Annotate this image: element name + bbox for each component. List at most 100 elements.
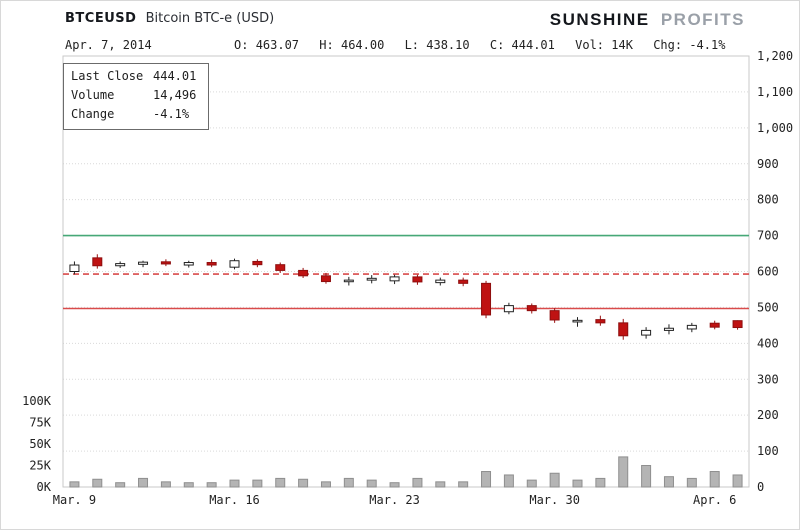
price-tick-label: 300 — [757, 372, 779, 386]
volume-bar — [229, 479, 240, 488]
date-tick-label: Mar. 9 — [53, 493, 96, 507]
volume-bar — [435, 481, 446, 488]
volume-bar — [343, 477, 354, 488]
volume-bar — [526, 479, 537, 488]
volume-tick-label: 100K — [22, 394, 52, 408]
candle-down — [275, 264, 286, 271]
last-close-value: 444.01 — [153, 69, 197, 83]
candle-up — [435, 279, 446, 284]
candle-up — [503, 305, 514, 313]
volume-bar — [69, 481, 80, 488]
volume-bar — [320, 481, 331, 488]
date-tick-label: Mar. 16 — [209, 493, 260, 507]
date-tick-label: Mar. 23 — [369, 493, 420, 507]
candle-up — [686, 324, 697, 330]
volume-bar — [92, 478, 103, 488]
price-tick-label: 700 — [757, 229, 779, 243]
volume-bar — [412, 477, 423, 488]
candle-up — [389, 276, 400, 282]
volume-bar — [183, 482, 194, 488]
volume-bar — [709, 471, 720, 488]
volume-label: Volume — [71, 88, 115, 102]
ohlc-summary: O: 463.07 H: 464.00 L: 438.10 C: 444.01 … — [234, 38, 738, 52]
instrument-description: Bitcoin BTC-e (USD) — [145, 11, 275, 26]
volume-row: Volume 14,496 — [71, 86, 196, 105]
volume-bar — [595, 477, 606, 488]
volume-bar — [503, 474, 514, 488]
price-tick-label: 600 — [757, 265, 779, 279]
candle-up — [115, 263, 126, 267]
volume-value: 14K — [611, 38, 633, 52]
brand-profits: PROFITS — [660, 10, 745, 29]
candle-up — [572, 319, 583, 323]
candle-down — [595, 319, 606, 324]
change-label: Change — [71, 107, 115, 121]
volume-bar — [663, 476, 674, 488]
volume-bar — [252, 479, 263, 488]
instrument-title: BTCEUSD Bitcoin BTC-e (USD) — [65, 11, 274, 26]
chart-date: Apr. 7, 2014 — [65, 38, 152, 52]
candle-up — [183, 262, 194, 266]
candle-down — [732, 320, 743, 329]
high-kv: H: 464.00 — [319, 38, 385, 52]
volume-bar — [686, 477, 697, 488]
candle-down — [481, 282, 492, 316]
candle-down — [549, 310, 560, 321]
candle-down — [618, 322, 629, 337]
price-tick-label: 1,100 — [757, 85, 793, 99]
volume-bar — [115, 482, 126, 488]
brand-sunshine: SUNSHINE — [549, 10, 650, 29]
volume-bar — [549, 472, 560, 488]
last-close-label: Last Close — [71, 69, 144, 83]
price-tick-label: 200 — [757, 408, 779, 422]
candle-down — [160, 261, 171, 265]
candle-down — [206, 262, 217, 266]
volume-bar — [641, 465, 652, 488]
date-tick-label: Mar. 30 — [529, 493, 580, 507]
price-tick-label: 800 — [757, 193, 779, 207]
candle-up — [663, 327, 674, 331]
volume-bar — [732, 474, 743, 488]
candle-down — [526, 305, 537, 312]
price-tick-label: 900 — [757, 157, 779, 171]
price-tick-label: 1,200 — [757, 49, 793, 63]
low-value: 438.10 — [426, 38, 470, 52]
open-value: 463.07 — [255, 38, 300, 52]
volume-kv: Vol: 14K — [575, 38, 633, 52]
change-value-box: -4.1% — [153, 107, 190, 121]
last-values-box: Last Close 444.01 Volume 14,496 Change -4.1… — [63, 63, 210, 130]
candle-up — [69, 264, 80, 273]
candle-down — [412, 276, 423, 283]
plot-border — [62, 55, 750, 488]
price-tick-label: 1,000 — [757, 121, 793, 135]
volume-bar — [298, 478, 309, 488]
change-kv: Chg: -4.1% — [653, 38, 726, 52]
candle-down — [709, 322, 720, 328]
candle-up — [366, 277, 377, 281]
low-kv: L: 438.10 — [404, 38, 470, 52]
volume-bar — [275, 477, 286, 488]
candle-up — [343, 279, 354, 283]
volume-bar — [572, 479, 583, 488]
volume-value-box: 14,496 — [153, 88, 197, 102]
candle-up — [138, 261, 149, 265]
candle-up — [229, 260, 240, 268]
candle-down — [320, 275, 331, 283]
change-row: Change -4.1% — [71, 105, 196, 124]
change-value: -4.1% — [689, 38, 726, 52]
close-kv: C: 444.01 — [489, 38, 555, 52]
price-tick-label: 0 — [757, 480, 764, 494]
price-tick-label: 500 — [757, 300, 779, 314]
instrument-symbol: BTCEUSD — [65, 11, 137, 26]
volume-bar — [366, 479, 377, 488]
volume-bar — [138, 477, 149, 488]
volume-bar — [618, 456, 629, 488]
candle-up — [641, 329, 652, 336]
open-kv: O: 463.07 — [234, 38, 300, 52]
candle-down — [298, 269, 309, 277]
price-tick-label: 400 — [757, 336, 779, 350]
volume-bar — [389, 482, 400, 488]
volume-tick-label: 25K — [29, 459, 51, 473]
